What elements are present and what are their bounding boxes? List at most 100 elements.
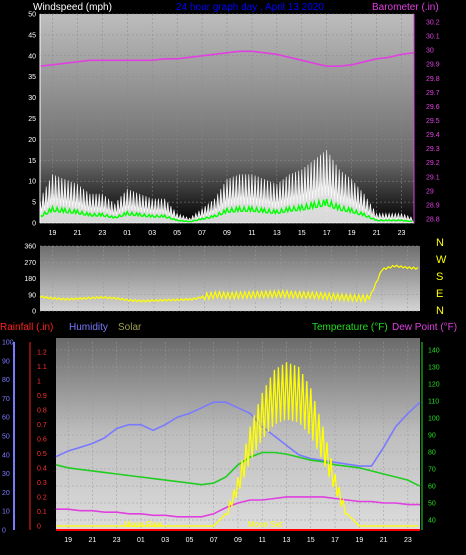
wind-ylabel-right: Barometer (.in) xyxy=(372,2,439,13)
humidity-title: Humidity xyxy=(69,322,108,333)
lower-x-tick: 23 xyxy=(113,537,121,544)
wind-x-tick: 19 xyxy=(348,230,356,237)
wind-x-ticks: 19 21 23 01 03 05 07 09 11 13 15 17 19 21 23 xyxy=(49,230,406,237)
wind-left-tick: 0 xyxy=(32,221,36,228)
lower-x-tick: 23 xyxy=(404,537,412,544)
wind-left-tick: 30 xyxy=(28,95,36,102)
humidity-tick: 80 xyxy=(2,377,10,384)
temperature-tick: 120 xyxy=(428,382,440,389)
temperature-tick: 100 xyxy=(428,416,440,423)
wind-right-tick: 29.9 xyxy=(426,62,440,69)
wind-right-tick: 29.7 xyxy=(426,90,440,97)
direction-left-ticks: 360 270 180 90 0 xyxy=(24,244,36,316)
humidity-tick: 100 xyxy=(2,340,14,347)
moon-rise-label: Moon Rise xyxy=(124,520,163,529)
wind-left-tick: 25 xyxy=(28,116,36,123)
moon-set-label: Moon Set xyxy=(248,520,283,529)
direction-left-tick: 180 xyxy=(24,276,36,283)
lower-x-ticks: 19 21 23 01 03 05 07 09 11 13 15 17 19 21 23 xyxy=(64,537,412,544)
temperature-tick: 60 xyxy=(428,484,436,491)
humidity-tick: 20 xyxy=(2,490,10,497)
wind-left-tick: 45 xyxy=(28,32,36,39)
wind-series xyxy=(39,50,415,224)
lower-x-tick: 21 xyxy=(89,537,97,544)
direction-left-tick: 0 xyxy=(32,309,36,316)
lower-x-tick: 07 xyxy=(210,537,218,544)
rain-tick: 1.1 xyxy=(37,364,47,371)
rain-tick: 0.9 xyxy=(37,393,47,400)
wind-right-ticks: 30.2 30.1 30 29.9 29.8 29.7 29.6 29.5 29.4 29.3 29… xyxy=(426,20,440,224)
wind-x-tick: 13 xyxy=(273,230,281,237)
wind-right-tick: 29.3 xyxy=(426,146,440,153)
rain-tick: 1 xyxy=(37,379,41,386)
wind-x-tick: 21 xyxy=(74,230,82,237)
wind-x-tick: 07 xyxy=(198,230,206,237)
humidity-tick: 60 xyxy=(2,415,10,422)
humidity-tick: 90 xyxy=(2,358,10,365)
wind-grid xyxy=(40,13,414,224)
lower-x-tick: 19 xyxy=(64,537,72,544)
lower-x-tick: 01 xyxy=(137,537,145,544)
wind-right-tick: 29 xyxy=(426,188,434,195)
wind-direction-series xyxy=(39,264,419,304)
lower-x-tick: 11 xyxy=(259,537,266,544)
wind-right-tick: 29.8 xyxy=(426,76,440,83)
chart-title: 24 hour graph day , April 13 2020 xyxy=(176,2,324,13)
solar-title: Solar xyxy=(118,322,142,333)
humidity-series xyxy=(55,401,421,467)
direction-grid xyxy=(40,245,420,312)
wind-left-tick: 20 xyxy=(28,137,36,144)
rain-ticks: 1.2 1.1 1 0.9 0.8 0.7 0.6 0.5 0.4 0.3 0.2 0.1 0 xyxy=(37,350,47,531)
rain-tick: 1.2 xyxy=(37,350,47,357)
direction-series xyxy=(39,264,419,304)
wind-x-tick: 05 xyxy=(173,230,181,237)
wind-x-tick: 23 xyxy=(398,230,406,237)
direction-compass-label: N xyxy=(436,305,444,317)
temperature-tick: 70 xyxy=(428,467,436,474)
humidity-tick: 10 xyxy=(2,509,10,516)
wind-x-tick: 15 xyxy=(298,230,306,237)
wind-right-tick: 29.6 xyxy=(426,104,440,111)
lower-x-tick: 21 xyxy=(380,537,388,544)
wind-x-tick: 03 xyxy=(148,230,156,237)
humidity-tick: 40 xyxy=(2,452,10,459)
wind-x-tick: 17 xyxy=(323,230,331,237)
wind-left-tick: 10 xyxy=(28,179,36,186)
wind-ylabel-left: Windspeed (mph) xyxy=(33,2,112,13)
lower-x-tick: 19 xyxy=(355,537,363,544)
direction-compass-label: N xyxy=(436,237,444,249)
lower-x-tick: 09 xyxy=(234,537,242,544)
temperature-tick: 140 xyxy=(428,348,440,355)
lower-series xyxy=(55,362,421,531)
wind-right-tick: 30 xyxy=(426,48,434,55)
temperature-tick: 80 xyxy=(428,450,436,457)
wind-right-tick: 29.2 xyxy=(426,160,440,167)
wind-left-tick: 5 xyxy=(32,200,36,207)
wind-left-tick: 40 xyxy=(28,53,36,60)
wind-average-series xyxy=(39,198,413,223)
temperature-series xyxy=(55,451,421,487)
wind-right-tick: 29.5 xyxy=(426,118,440,125)
temperature-tick: 40 xyxy=(428,518,436,525)
lower-x-tick: 05 xyxy=(186,537,194,544)
wind-x-tick: 21 xyxy=(373,230,381,237)
rain-tick: 0.7 xyxy=(37,422,47,429)
humidity-tick: 30 xyxy=(2,471,10,478)
temperature-tick: 110 xyxy=(428,399,439,406)
wind-x-tick: 09 xyxy=(223,230,231,237)
direction-compass-label: S xyxy=(436,271,443,283)
rainfall-title: Rainfall (.in) xyxy=(0,322,53,333)
temperature-ticks: 140 130 120 110 100 90 80 70 60 50 40 xyxy=(428,348,440,525)
lower-x-tick: 15 xyxy=(307,537,315,544)
dewpoint-series xyxy=(56,496,420,518)
barometer-series xyxy=(39,50,415,67)
lower-x-tick: 13 xyxy=(283,537,291,544)
wind-left-tick: 15 xyxy=(28,158,36,165)
wind-x-tick: 01 xyxy=(123,230,131,237)
temperature-title: Temperature (°F) xyxy=(312,322,388,333)
lower-x-tick: 17 xyxy=(331,537,339,544)
